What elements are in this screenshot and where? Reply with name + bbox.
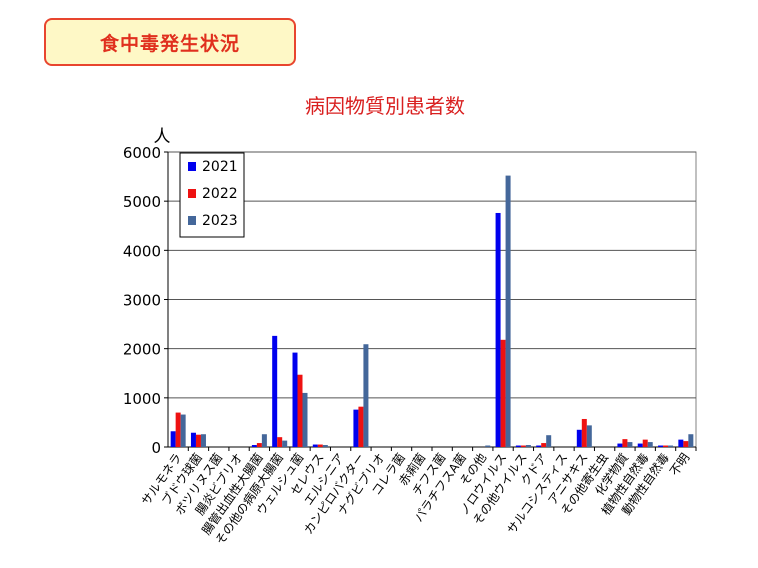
section-badge-label: 食中毒発生状況 [99, 32, 240, 55]
y-axis-unit-label: 人 [154, 127, 171, 147]
legend-swatch [188, 189, 196, 198]
legend-swatch [188, 216, 196, 225]
legend-label: 2022 [202, 186, 238, 202]
bar [195, 434, 201, 447]
bar [292, 352, 298, 447]
bar [282, 440, 288, 447]
bar [505, 175, 511, 447]
bar [175, 412, 181, 447]
bar [683, 441, 689, 447]
bar [251, 445, 257, 447]
bar [312, 444, 318, 447]
bar [322, 445, 328, 447]
bar [617, 443, 623, 447]
section-badge: 食中毒発生状況 [44, 18, 296, 66]
bar [576, 429, 582, 447]
y-tick-label: 6000 [123, 144, 161, 162]
y-tick-label: 4000 [123, 242, 161, 260]
bar [525, 445, 531, 447]
bar [180, 414, 186, 447]
bar [668, 445, 674, 447]
bar [317, 444, 323, 447]
bar [520, 445, 526, 447]
bar [261, 434, 267, 447]
bar [546, 435, 552, 447]
bar [541, 443, 547, 447]
bar [363, 344, 369, 447]
bar [190, 432, 196, 447]
y-tick-label: 5000 [123, 193, 161, 211]
bar [627, 442, 633, 447]
x-category-label: 不明 [667, 451, 692, 479]
bar [581, 418, 587, 447]
bar [500, 339, 506, 447]
bar [302, 392, 308, 447]
bar [272, 335, 278, 447]
bar [485, 445, 491, 447]
bar [256, 443, 262, 447]
y-tick-label: 0 [151, 439, 161, 457]
y-tick-label: 1000 [123, 390, 161, 408]
legend-label: 2023 [202, 213, 238, 229]
bar [536, 445, 542, 447]
legend-swatch [188, 162, 196, 171]
bar [515, 445, 521, 447]
y-tick-label: 3000 [123, 292, 161, 310]
chart-title: 病因物質別患者数 [305, 94, 465, 118]
legend-label: 2021 [202, 159, 238, 175]
bar [688, 434, 694, 447]
bar [637, 443, 643, 447]
bar [495, 212, 501, 447]
legend: 2021 2022 2023 [179, 152, 245, 238]
bar [622, 439, 628, 447]
bar [642, 439, 648, 448]
bar [170, 431, 176, 447]
bar [678, 439, 684, 448]
bar [277, 437, 283, 447]
bar [297, 374, 303, 447]
bar [647, 442, 653, 447]
bar [658, 445, 664, 447]
bar [358, 406, 364, 447]
bar [200, 434, 206, 447]
bar [663, 445, 669, 447]
y-tick-label: 2000 [123, 341, 161, 359]
bar [353, 409, 359, 447]
bar [586, 425, 592, 447]
